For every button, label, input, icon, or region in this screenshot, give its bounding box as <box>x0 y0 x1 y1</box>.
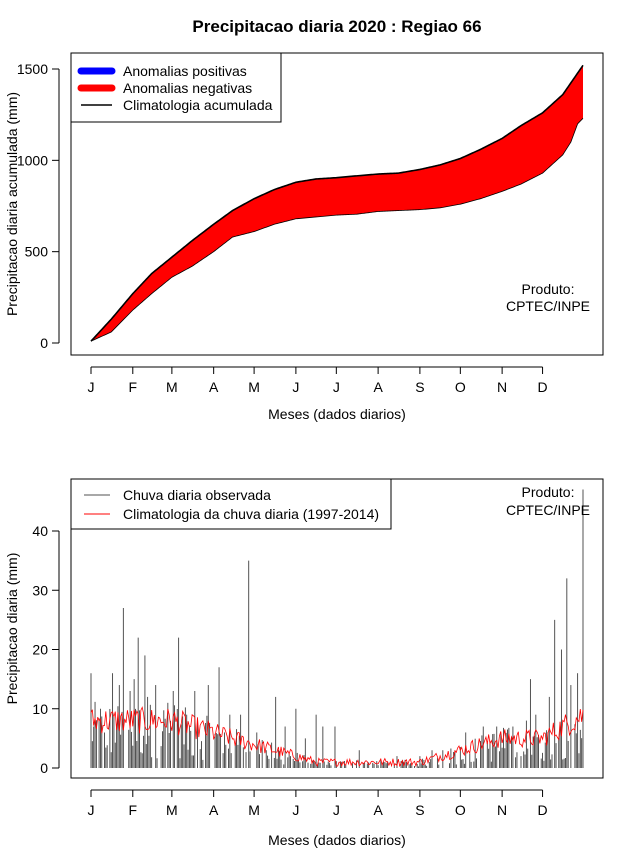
climatology-line-layer <box>90 706 584 768</box>
y-tick-label: 10 <box>32 701 48 717</box>
legend-label: Climatologia acumulada <box>123 97 273 113</box>
axes: J F M A M J J A S O N D 0 10 20 30 40 Meses (dados diario… <box>4 478 604 848</box>
x-tick-label: A <box>209 379 219 395</box>
y-tick-label: 0 <box>40 760 48 776</box>
annotation: Produto: CPTEC/INPE <box>506 484 590 518</box>
x-tick-label: O <box>455 802 466 818</box>
x-tick-label: D <box>537 379 547 395</box>
negative-anomaly-area <box>91 65 583 342</box>
annotation-text: CPTEC/INPE <box>506 502 590 518</box>
x-tick-label: N <box>497 802 507 818</box>
x-tick-label: D <box>537 802 547 818</box>
x-tick-label: A <box>373 379 383 395</box>
y-tick-label: 500 <box>25 244 49 260</box>
x-tick-label: F <box>129 802 138 818</box>
x-tick-label: M <box>166 802 178 818</box>
daily-chart: J F M A M J J A S O N D 0 10 20 30 40 Meses (dados diario… <box>4 478 604 848</box>
x-tick-label: J <box>292 379 299 395</box>
observed-cumulative-line <box>90 118 584 342</box>
legend: Chuva diaria observada Climatologia da ch… <box>70 478 392 530</box>
legend-box <box>70 478 392 530</box>
series-lines <box>90 64 584 342</box>
x-axis-label: Meses (dados diarios) <box>268 832 406 848</box>
x-tick-label: N <box>497 379 507 395</box>
plot-frame <box>70 52 604 356</box>
legend-label: Anomalias positivas <box>123 63 247 79</box>
annotation-text: Produto: <box>522 281 575 297</box>
x-tick-label: M <box>248 802 260 818</box>
page-title: Precipitacao diaria 2020 : Regiao 66 <box>192 17 481 36</box>
y-tick-label: 30 <box>32 582 48 598</box>
annotation-text: CPTEC/INPE <box>506 298 590 314</box>
x-tick-label: O <box>455 379 466 395</box>
y-tick-label: 40 <box>32 523 48 539</box>
x-tick-label: S <box>415 802 424 818</box>
y-tick-label: 20 <box>32 642 48 658</box>
x-axis-label: Meses (dados diarios) <box>268 406 406 422</box>
y-axis-label: Precipitacao diaria (mm) <box>4 553 20 705</box>
x-tick-label: M <box>248 379 260 395</box>
legend-label: Climatologia da chuva diaria (1997-2014) <box>123 506 379 522</box>
legend-label: Anomalias negativas <box>123 80 252 96</box>
annotation: Produto:CPTEC/INPE <box>506 281 590 314</box>
x-tick-label: A <box>209 802 219 818</box>
legend-label: Chuva diaria observada <box>123 487 271 503</box>
axes: J F M A M J J A S O N D 0 500 1000 1500 Meses (dados dia… <box>4 52 604 422</box>
y-tick-label: 1000 <box>17 152 48 168</box>
x-tick-label: S <box>415 379 424 395</box>
x-tick-label: M <box>166 379 178 395</box>
anomaly-fill-layer <box>91 65 583 342</box>
y-tick-label: 1500 <box>17 61 48 77</box>
y-axis-label: Precipitacao diaria acumulada (mm) <box>4 92 20 316</box>
annotation-text: Produto: <box>522 484 575 500</box>
x-tick-label: J <box>333 802 340 818</box>
climatology-daily-line <box>90 706 584 768</box>
y-tick-label: 0 <box>40 335 48 351</box>
x-tick-label: J <box>88 802 95 818</box>
x-tick-label: F <box>129 379 138 395</box>
x-tick-label: J <box>333 379 340 395</box>
x-tick-label: J <box>292 802 299 818</box>
x-tick-label: J <box>88 379 95 395</box>
x-tick-label: A <box>373 802 383 818</box>
climatology-cumulative-line <box>90 64 584 342</box>
cumulative-chart: J F M A M J J A S O N D 0 500 1000 1500 Meses (dados dia… <box>4 52 604 422</box>
